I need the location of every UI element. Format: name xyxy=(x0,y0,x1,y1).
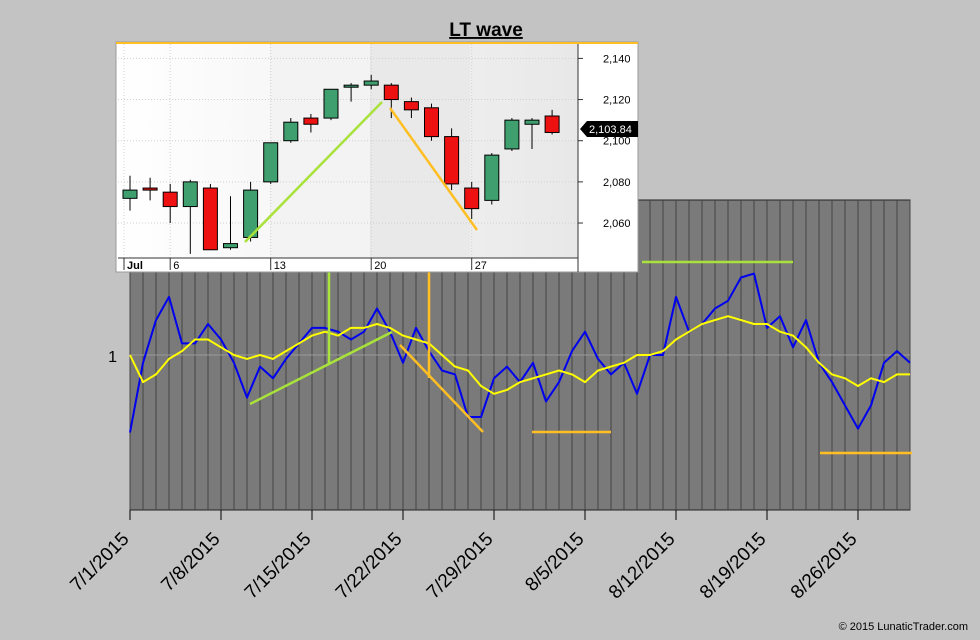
candle-up xyxy=(283,118,299,143)
inset-x-tick-label: 6 xyxy=(173,260,179,272)
series-line-yellow xyxy=(129,315,910,395)
candle-body xyxy=(162,191,178,208)
x-tick-marks xyxy=(129,510,859,520)
candle-down xyxy=(444,128,460,191)
inset-x-tick-label: Jul xyxy=(127,260,143,272)
candle-down xyxy=(424,103,439,141)
green-trend-line xyxy=(249,330,393,406)
inset-candlestick-chart: 2,140 2,120 2,100 2,080 2,060 Jul 6 13 20 27 2,1… xyxy=(115,41,639,273)
candle-down xyxy=(544,109,560,135)
series-layer xyxy=(129,272,911,433)
y-tick-label: 1 xyxy=(108,349,117,366)
inset-x-tick-label: 13 xyxy=(274,260,286,272)
copyright-text: © 2015 LunaticTrader.com xyxy=(839,621,968,633)
candle-up xyxy=(504,118,520,151)
candle-up xyxy=(223,196,238,250)
inset-y-tick-labels: 2,140 2,120 2,100 2,080 2,060 xyxy=(603,53,631,230)
candle-up xyxy=(122,175,138,211)
inset-annotation-lines xyxy=(244,101,479,243)
candle-up xyxy=(484,153,500,205)
last-price-badge xyxy=(580,121,638,137)
candle-body xyxy=(223,243,238,249)
candle-body xyxy=(444,136,460,185)
candle-body xyxy=(142,187,158,191)
inset-green-trend-line xyxy=(244,101,383,243)
candle-body xyxy=(484,154,500,201)
last-price-label: 2,103.84 xyxy=(589,124,632,136)
candle-body xyxy=(283,121,299,142)
inset-week-shade xyxy=(270,44,370,258)
inset-x-tick-label: 27 xyxy=(475,260,487,272)
candles xyxy=(122,74,560,254)
candle-body xyxy=(182,181,198,208)
candle-body xyxy=(323,88,339,119)
candle-body xyxy=(544,115,560,133)
inset-y-tick-label: 2,120 xyxy=(603,95,631,107)
candle-down xyxy=(162,183,178,224)
candle-up xyxy=(182,179,198,254)
candle-body xyxy=(424,107,439,138)
candle-body xyxy=(524,119,540,125)
orange-trend-line xyxy=(399,344,484,433)
inset-y-tick-label: 2,080 xyxy=(603,177,631,189)
candle-body xyxy=(122,189,138,199)
inset-orange-trend-line xyxy=(388,107,479,231)
candle-body xyxy=(464,187,480,210)
last-price-marker: 2,103.84 xyxy=(580,121,638,137)
candle-down xyxy=(142,177,158,201)
candle-up xyxy=(363,74,379,90)
candle-body xyxy=(343,84,359,88)
inset-y-tick-label: 2,060 xyxy=(603,218,631,230)
candle-body xyxy=(363,80,379,86)
candle-down xyxy=(303,113,319,133)
candle-body xyxy=(202,187,218,251)
candle-body xyxy=(303,117,319,125)
inset-x-tick-label: 20 xyxy=(374,260,386,272)
candle-up xyxy=(323,88,339,121)
candle-down xyxy=(383,83,399,119)
candle-body xyxy=(263,142,279,183)
candle-body xyxy=(504,119,520,150)
inset-x-tick-labels: Jul 6 13 20 27 xyxy=(127,260,487,272)
candle-up xyxy=(243,181,259,242)
candle-body xyxy=(383,84,399,101)
candle-body xyxy=(403,101,419,111)
inset-y-tick-label: 2,100 xyxy=(603,136,631,148)
inset-y-tick-label: 2,140 xyxy=(603,53,631,65)
chart-title: LT wave xyxy=(449,20,523,41)
candle-up xyxy=(343,83,359,102)
candle-down xyxy=(202,183,218,251)
candle-down xyxy=(403,97,419,119)
inset-gridlines xyxy=(118,44,583,270)
candle-up xyxy=(263,142,279,184)
candle-up xyxy=(524,118,540,149)
candle-down xyxy=(464,181,480,219)
